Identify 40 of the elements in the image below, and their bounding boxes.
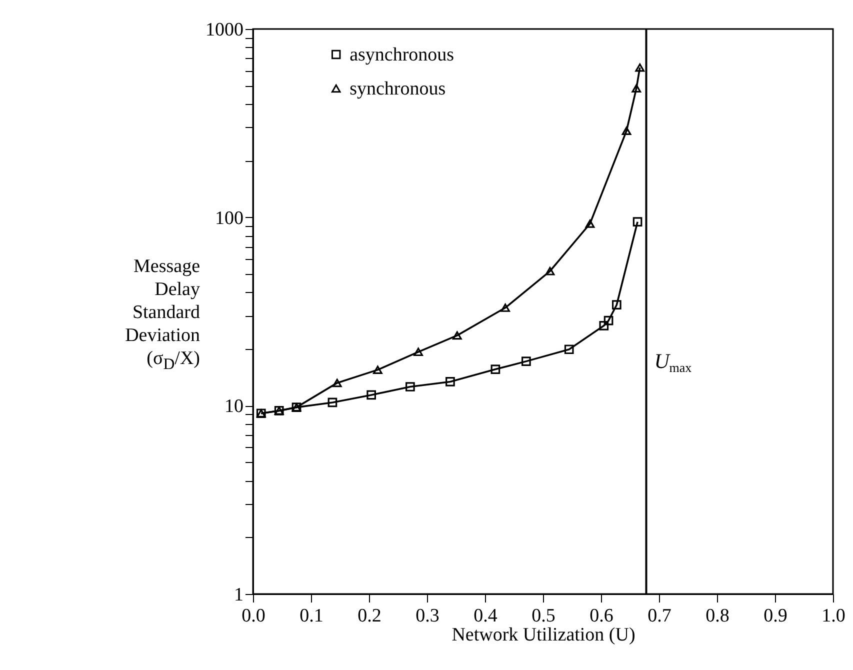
point [599, 320, 609, 330]
x-tick-label: 0.6 [590, 606, 614, 626]
point [406, 382, 415, 392]
y-tick-label: 100 [215, 208, 244, 229]
x-tick-label: 1.0 [822, 606, 846, 626]
point [585, 220, 595, 228]
x-tick-label: 0.1 [300, 606, 324, 626]
y-tick-label: 1000 [206, 20, 244, 40]
point [332, 378, 342, 388]
x-tick-label: 0.0 [242, 606, 266, 626]
point [522, 356, 531, 366]
y-tick-label: 10 [224, 396, 244, 418]
point [604, 316, 614, 326]
x-tick-label: 0.4 [474, 606, 498, 626]
point [452, 331, 462, 340]
point [632, 217, 642, 226]
point [328, 398, 338, 408]
point [635, 63, 645, 72]
point [564, 344, 574, 354]
point [490, 364, 500, 374]
point [622, 126, 632, 135]
x-axis-title: Network Utilization (U) [452, 624, 636, 646]
y-tick-label: 1 [234, 584, 244, 606]
point [500, 304, 510, 312]
legend-label: synchronous [350, 78, 446, 100]
x-tick-label: 0.2 [358, 606, 382, 626]
x-tick-label: 0.7 [648, 606, 672, 626]
y-axis-title: Message Delay Standard Deviation (σ$_{D}$/X) [124, 255, 200, 375]
point [373, 366, 382, 374]
point [414, 348, 423, 356]
legend-label: asynchronous [350, 44, 454, 66]
point [612, 300, 622, 310]
x-tick-label: 0.8 [706, 606, 730, 626]
point [366, 390, 376, 400]
point [632, 84, 642, 93]
x-tick-label: 0.5 [532, 606, 556, 626]
point [545, 266, 555, 276]
x-tick-label: 0.9 [764, 606, 788, 626]
point [446, 377, 455, 386]
x-tick-label: 0.3 [416, 606, 440, 626]
